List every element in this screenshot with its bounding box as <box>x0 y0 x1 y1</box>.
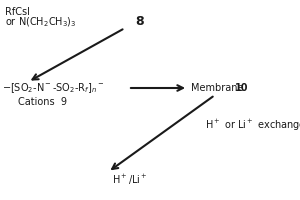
Text: 8: 8 <box>135 15 144 28</box>
Text: RfCsl: RfCsl <box>5 7 30 17</box>
Text: or N(CH$_2$CH$_3$)$_3$: or N(CH$_2$CH$_3$)$_3$ <box>5 15 76 29</box>
Text: Cations  9: Cations 9 <box>18 97 67 107</box>
Text: H$^+$/Li$^+$: H$^+$/Li$^+$ <box>112 173 148 187</box>
Text: 10: 10 <box>235 83 248 93</box>
Text: $-$[SO$_2$-N$^-$-SO$_2$-R$_f$]$_n$$^-$: $-$[SO$_2$-N$^-$-SO$_2$-R$_f$]$_n$$^-$ <box>2 81 104 95</box>
Text: H$^+$ or Li$^+$ exchange: H$^+$ or Li$^+$ exchange <box>205 117 300 133</box>
Text: Membrane: Membrane <box>191 83 244 93</box>
